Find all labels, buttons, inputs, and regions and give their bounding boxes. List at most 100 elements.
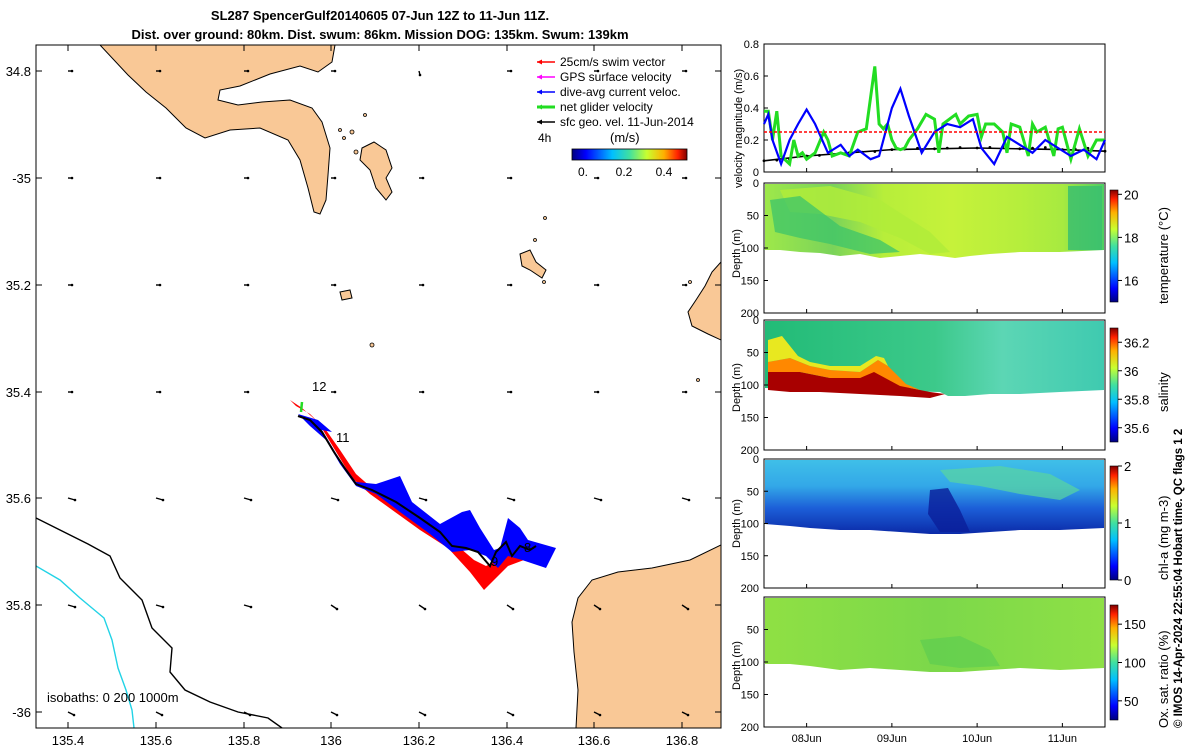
geo-arrow-head	[336, 498, 340, 502]
geo-arrow-head	[511, 713, 515, 717]
legend-time-label: 4h	[538, 131, 551, 145]
geo-arrow-head	[161, 498, 165, 502]
map-colorbar	[571, 148, 688, 161]
geo-arrow-head	[249, 605, 253, 609]
map-xtick-label: 135.4	[52, 733, 85, 748]
ox-ticks: 50 100 150 200 50 100 150	[741, 617, 1146, 734]
cbar-tick-label: 18	[1124, 230, 1138, 245]
chl-green-patch	[940, 466, 1080, 500]
time-tick-label: 10Jun	[962, 733, 992, 745]
geo-arrow-head	[72, 713, 76, 717]
geo-arrow-head	[421, 390, 425, 394]
map-ytick-label: 35.8	[6, 598, 31, 613]
geo-arrow-head	[684, 283, 688, 287]
ox-colorbar	[1109, 604, 1119, 721]
cbar-tick-label: 100	[1124, 656, 1146, 671]
sfc-geo-point	[873, 150, 877, 153]
sfc-geo-point	[1031, 146, 1034, 150]
depth-tick-label: 0	[753, 315, 759, 327]
depth-tick-label: 200	[741, 722, 759, 734]
map-xtick-label: 136.6	[578, 733, 611, 748]
sal-ticks: 0 50 100 150 200 35.6 35.8 36 36.2	[741, 315, 1150, 457]
geo-arrow-head	[686, 713, 690, 717]
geo-arrow-head	[335, 713, 339, 717]
sal-colorbar	[1109, 327, 1119, 443]
geo-arrow-head	[686, 607, 690, 611]
map-xtick-label: 136.2	[403, 733, 436, 748]
depth-tick-label: 50	[747, 211, 759, 223]
land-right-east	[687, 261, 721, 341]
cbar-tick-label: 35.6	[1124, 421, 1149, 436]
geo-arrow-head	[512, 498, 516, 502]
depth-tick-label: 100	[741, 380, 759, 392]
map-xtick-label: 136	[320, 733, 342, 748]
geo-arrow-head	[421, 283, 425, 287]
geo-arrow-head	[423, 607, 427, 611]
sfc-geo-point	[988, 145, 992, 149]
sfc-geo-point	[933, 147, 936, 151]
geo-arrow-head	[158, 176, 162, 180]
time-tick-label: 11Jun	[1048, 733, 1077, 745]
geo-arrow-head	[73, 498, 77, 502]
swim-vector-fill	[290, 400, 544, 590]
islets	[338, 113, 700, 382]
geo-arrow-head	[687, 498, 691, 502]
day-label: 8	[524, 540, 531, 555]
geo-arrow-head	[423, 713, 427, 717]
geo-arrow-head	[418, 73, 422, 77]
geo-arrow-head	[158, 283, 162, 287]
sal-yellow-layer	[768, 336, 888, 372]
depth-tick-label: 50	[747, 348, 759, 360]
map-xtick-label: 136.8	[666, 733, 699, 748]
geo-arrow-head	[509, 283, 513, 287]
geo-arrow-head	[246, 390, 250, 394]
map-xtick-label: 136.4	[491, 733, 524, 748]
title-line-2: Dist. over ground: 80km. Dist. swum: 86k…	[131, 27, 629, 42]
map-colorbar-tick: 0.2	[616, 165, 633, 179]
cbar-tick-label: 20	[1124, 187, 1138, 202]
vel-ytick-label: 0.6	[744, 71, 759, 83]
geo-arrow-head	[158, 390, 162, 394]
depth-tick-label: 150	[741, 276, 759, 288]
geo-arrow-head	[70, 390, 74, 394]
isobath-label: isobaths: 0 200 1000m	[47, 690, 179, 705]
map-colorbar-tick: 0.	[578, 165, 588, 179]
geo-arrow-head	[333, 390, 337, 394]
map-ytick-label: 35.6	[6, 491, 31, 506]
legend-arrowhead	[537, 104, 542, 110]
geo-arrow-head	[160, 713, 164, 717]
velocity-series	[762, 66, 1107, 168]
temp-warm-patch	[780, 186, 950, 254]
day-labels: 12 11 9 8	[312, 379, 531, 569]
geo-arrow-head	[598, 713, 602, 717]
temp-ticks: 0 50 100 150 200 16 18 20	[741, 178, 1139, 320]
geo-arrow-head	[335, 607, 339, 611]
vel-series-dive-avg-current-veloc-	[762, 85, 1107, 168]
chl-panel: 0 50 100 150 200 0 1 2	[741, 454, 1132, 595]
depth-tick-label: 200	[741, 445, 759, 457]
glider-track	[290, 400, 556, 590]
geo-arrow-head	[246, 69, 250, 73]
geo-arrow-head	[73, 605, 77, 609]
geo-arrow-head	[509, 176, 513, 180]
isobath-1000m	[36, 565, 135, 728]
sfc-geo-velocity-arrows	[67, 69, 691, 717]
land-island-3	[339, 289, 353, 301]
geo-arrow-head	[333, 283, 337, 287]
depth-tick-label: 200	[741, 308, 759, 320]
sfc-geo-point	[958, 146, 962, 149]
cbar-tick-label: 35.8	[1124, 392, 1149, 407]
sfc-geo-point	[1103, 149, 1107, 153]
geo-arrow-head	[596, 390, 600, 394]
sfc-geo-point	[945, 146, 949, 150]
geo-arrow-head	[161, 605, 165, 609]
oxygen-panel: 50 100 150 200 50 100 150	[741, 596, 1146, 734]
day-label: 12	[312, 379, 326, 394]
cbar-tick-label: 16	[1124, 273, 1138, 288]
depth-tick-label: 150	[741, 551, 759, 563]
dive-avg-fill	[298, 414, 556, 568]
geo-arrow-head	[246, 176, 250, 180]
map-ytick-label: 34.8	[6, 64, 31, 79]
sfc-geo-point	[1043, 146, 1047, 149]
sfc-geo-point	[818, 153, 821, 157]
